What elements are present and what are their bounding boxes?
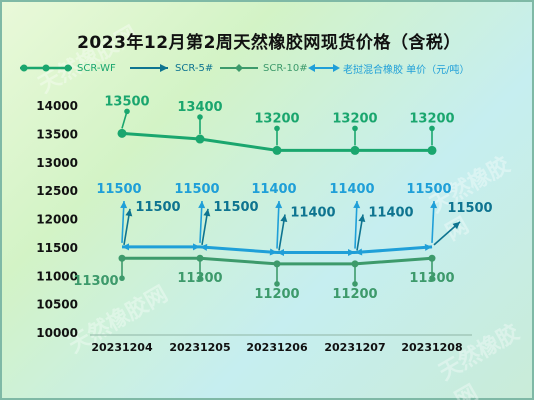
data-label-leader-laos-arrowhead [198, 201, 206, 209]
y-tick-label: 12000 [36, 213, 78, 227]
data-label-leader-laos-arrowhead [353, 201, 361, 209]
data-point-scr-10 [196, 254, 204, 262]
legend-label: 老挝混合橡胶 单价（元/吨） [343, 64, 470, 76]
data-point-scr-10 [351, 260, 359, 268]
data-label-leader-laos [354, 200, 358, 249]
legend-label: SCR-10# [263, 62, 308, 74]
chart-canvas: 天然橡胶网 天然橡胶网 天然橡胶网 天然橡胶网 2023年12月第2周天然橡胶网… [0, 0, 534, 400]
data-label-leader-laos-arrowhead [430, 201, 438, 209]
legend: SCR-WF SCR-5# SCR-10# 老挝混合橡胶 单价（元/吨） [18, 60, 528, 76]
data-label-laos: 11400 [251, 182, 296, 197]
data-point-scr-wf [195, 134, 205, 144]
series-arrowhead-laos [193, 243, 200, 251]
data-label-scr-wf: 13200 [409, 111, 454, 126]
series-arrowhead-laos [277, 249, 284, 257]
data-label-leader-scr-wf-dot [274, 125, 280, 132]
legend-item-scr-10: SCR-10# [218, 60, 308, 76]
data-label-leader-scr-10-dot [274, 281, 280, 287]
data-label-scr-5: 11500 [135, 200, 180, 215]
data-label-scr-10: 11300 [409, 271, 454, 286]
data-label-leader-scr-wf-dot [429, 125, 435, 132]
data-label-scr-wf: 13400 [177, 100, 222, 115]
data-label-laos: 11500 [406, 182, 451, 197]
data-point-scr-wf [272, 145, 282, 155]
legend-double-arrow-icon [308, 64, 340, 72]
legend-line-arrow-icon [130, 64, 168, 72]
series-segment-laos [354, 245, 433, 255]
series-arrowhead-laos [355, 248, 363, 256]
series-arrowhead-laos [424, 243, 432, 251]
data-point-scr-wf [117, 128, 127, 138]
x-tick-label: 20231208 [401, 341, 462, 354]
legend-item-laos-mixed-rubber: 老挝混合橡胶 单价（元/吨） [308, 60, 470, 76]
data-label-scr-5: 11400 [368, 206, 413, 221]
data-label-scr-5: 11400 [290, 206, 335, 221]
chart-title: 2023年12月第2周天然橡胶网现货价格（含税） [77, 33, 461, 53]
data-label-laos: 11400 [329, 182, 374, 197]
y-tick-label: 14000 [36, 99, 78, 113]
data-label-leader-scr-10-dot [119, 275, 125, 282]
legend-label: SCR-5# [175, 62, 214, 74]
data-label-scr-10: 11200 [332, 287, 377, 302]
data-label-leader-laos [276, 200, 280, 249]
legend-item-scr-5: SCR-5# [128, 60, 213, 76]
legend-line-diamond-icon [220, 64, 258, 72]
data-point-scr-wf [350, 145, 360, 155]
data-label-leader-scr-wf-dot [124, 108, 130, 115]
y-tick-label: 10500 [36, 298, 78, 312]
series-arrowhead-laos [269, 248, 277, 256]
data-label-scr-wf: 13200 [254, 111, 299, 126]
data-point-scr-10 [273, 260, 281, 268]
legend-label: SCR-WF [77, 62, 116, 74]
y-tick-label: 13500 [36, 127, 78, 141]
data-label-leader-laos-arrowhead [275, 201, 283, 209]
series-arrowhead-laos [122, 243, 129, 251]
data-point-scr-10 [118, 254, 126, 262]
data-label-leader-scr-wf [121, 111, 128, 129]
x-tick-label: 20231207 [324, 341, 385, 354]
data-label-leader-scr-wf-dot [197, 114, 203, 120]
data-label-leader-scr-10-dot [352, 281, 358, 287]
data-label-scr-5: 11500 [213, 200, 258, 215]
data-label-scr-10: 11300 [73, 274, 118, 289]
legend-item-scr-wf: SCR-WF [18, 60, 116, 76]
data-point-scr-wf [427, 145, 437, 155]
data-label-leader-scr-5-arrowhead [452, 221, 460, 230]
y-tick-label: 11000 [36, 269, 78, 283]
data-label-scr-wf: 13500 [104, 94, 149, 109]
series-arrowhead-laos [200, 243, 208, 251]
data-point-scr-10 [428, 254, 436, 262]
legend-line-dot-icon [20, 64, 72, 72]
data-label-scr-10: 11300 [177, 271, 222, 286]
x-tick-label: 20231206 [246, 341, 308, 354]
y-tick-label: 11500 [36, 241, 78, 255]
data-label-scr-5: 11500 [447, 201, 492, 216]
data-label-scr-wf: 13200 [332, 111, 377, 126]
y-tick-label: 13000 [36, 156, 78, 170]
y-tick-label: 12500 [36, 184, 78, 198]
series-arrowhead-laos [348, 249, 355, 257]
series-segment-laos [199, 245, 278, 255]
data-label-leader-scr-10-dot [197, 275, 203, 282]
data-label-leader-scr-wf-dot [352, 125, 358, 132]
data-label-leader-scr-10-dot [429, 275, 435, 282]
data-label-scr-10: 11200 [254, 287, 299, 302]
data-label-leader-scr-5-arrowhead [358, 214, 366, 223]
data-label-leader-scr-5-arrowhead [125, 208, 133, 217]
plot-area: 14000 13500 13000 12500 12000 11500 11000 10500… [36, 94, 492, 354]
data-label-leader-scr-5-arrowhead [203, 208, 211, 217]
x-tick-label: 20231205 [169, 341, 230, 354]
data-label-laos: 11500 [174, 182, 219, 197]
data-label-leader-scr-5-arrowhead [280, 214, 288, 223]
data-label-leader-laos-arrowhead [120, 201, 128, 209]
x-tick-label: 20231204 [91, 341, 153, 354]
data-label-laos: 11500 [96, 182, 141, 197]
y-tick-label: 10000 [36, 326, 78, 340]
